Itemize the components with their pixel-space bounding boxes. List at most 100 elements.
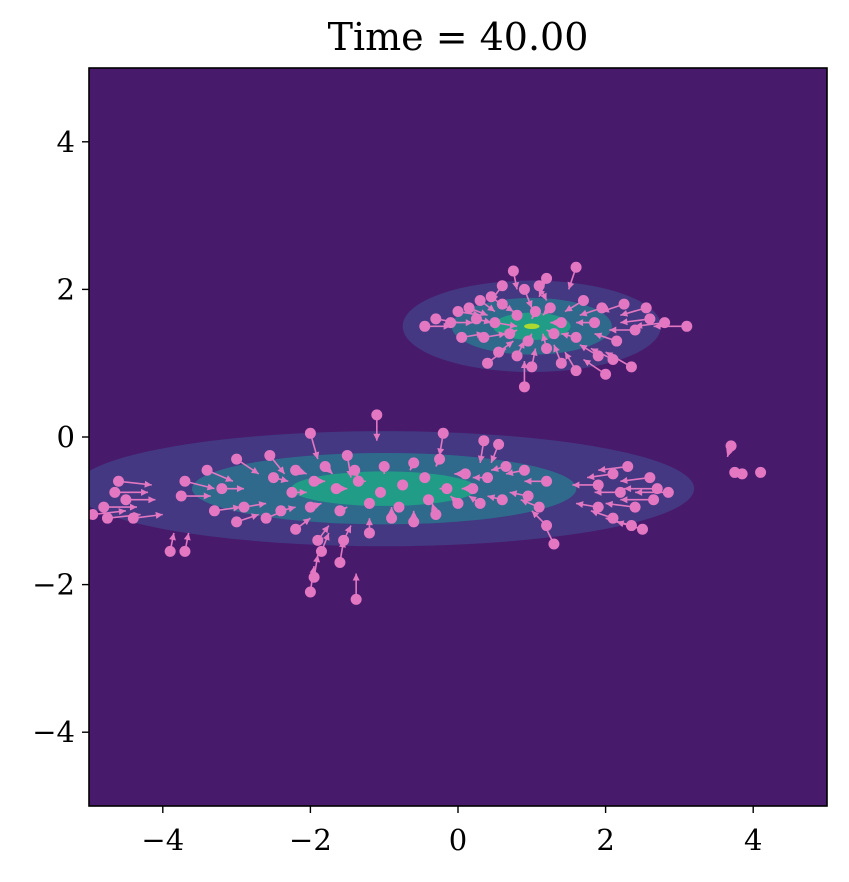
particle-point: [422, 494, 434, 506]
particle-point: [611, 335, 623, 347]
particle-point: [618, 298, 630, 310]
particle-point: [474, 294, 486, 306]
particle-point: [308, 475, 320, 487]
particle-point: [363, 527, 375, 539]
particle-point: [629, 324, 641, 336]
particle-point: [338, 534, 350, 546]
particle-point: [467, 483, 479, 495]
particle-point: [315, 545, 327, 557]
velocity-arrow: [653, 322, 687, 330]
particle-point: [452, 497, 464, 509]
particle-point: [397, 479, 409, 491]
particle-point: [441, 483, 453, 495]
particle-point: [511, 309, 523, 321]
particle-point: [89, 508, 99, 520]
particle-point: [607, 354, 619, 366]
particle-point: [577, 294, 589, 306]
particle-point: [260, 512, 272, 524]
particle-point: [334, 556, 346, 568]
particle-point: [290, 523, 302, 535]
particle-point: [430, 508, 442, 520]
particle-point: [350, 593, 362, 605]
particle-point: [341, 449, 353, 461]
particle-point: [659, 317, 671, 329]
particle-point: [625, 520, 637, 532]
particle-point: [600, 368, 612, 380]
particle-point: [470, 313, 482, 325]
particle-point: [681, 320, 693, 332]
particle-point: [596, 302, 608, 314]
particle-point: [607, 468, 619, 480]
particle-point: [179, 545, 191, 557]
particle-point: [437, 427, 449, 439]
particle-point: [529, 306, 541, 318]
x-tick-label: −4: [141, 823, 184, 857]
particle-point: [592, 350, 604, 362]
particle-point: [363, 497, 375, 509]
particle-point: [456, 331, 468, 343]
velocity-arrow: [114, 488, 149, 496]
particle-point: [286, 486, 298, 498]
particle-point: [544, 302, 556, 314]
particle-point: [386, 512, 398, 524]
particle-point: [625, 361, 637, 373]
particle-point: [109, 486, 121, 498]
particle-point: [648, 494, 660, 506]
contour-level-upper-3: [524, 323, 540, 330]
particle-point: [482, 357, 494, 369]
particle-point: [518, 464, 530, 476]
particle-point: [304, 427, 316, 439]
particle-point: [463, 302, 475, 314]
particle-point: [555, 317, 567, 329]
particle-point: [522, 490, 534, 502]
particle-point: [589, 317, 601, 329]
particle-point: [478, 331, 490, 343]
particle-point: [113, 475, 125, 487]
velocity-arrow: [624, 485, 658, 493]
velocity-arrow: [103, 503, 137, 511]
particle-point: [592, 501, 604, 513]
particle-point: [725, 440, 737, 452]
particle-point: [208, 505, 220, 517]
particle-point: [662, 486, 674, 498]
particle-point: [522, 335, 534, 347]
particle-point: [352, 475, 364, 487]
y-tick-label: −2: [32, 568, 75, 602]
chart-title: Time = 40.00: [328, 15, 589, 59]
particle-point: [430, 313, 442, 325]
particle-point: [201, 464, 213, 476]
velocity-arrow: [92, 508, 126, 516]
particle-point: [290, 464, 302, 476]
particle-point: [393, 501, 405, 513]
particles: [89, 261, 767, 605]
y-tick-label: 4: [57, 125, 75, 159]
particle-point: [640, 302, 652, 314]
particle-point: [629, 501, 641, 513]
particle-point: [548, 538, 560, 550]
particle-point: [541, 272, 553, 284]
x-tick-label: −2: [289, 823, 332, 857]
particle-point: [179, 475, 191, 487]
particle-point: [644, 313, 656, 325]
particle-point: [533, 280, 545, 292]
particle-point: [500, 461, 512, 473]
particle-point: [496, 280, 508, 292]
particle-point: [452, 306, 464, 318]
velocity-arrow: [635, 488, 669, 496]
particle-point: [238, 501, 250, 513]
particle-point: [120, 494, 132, 506]
particle-point: [308, 571, 320, 583]
x-tick-label: 2: [596, 823, 614, 857]
particle-point: [736, 468, 748, 480]
particle-point: [378, 461, 390, 473]
particle-point: [511, 350, 523, 362]
particle-point: [231, 453, 243, 465]
particle-point: [496, 494, 508, 506]
particle-point: [474, 497, 486, 509]
particle-point: [651, 483, 663, 495]
x-tick-label: 0: [449, 823, 467, 857]
particle-point: [518, 381, 530, 393]
particle-point: [459, 468, 471, 480]
particle-point: [349, 464, 361, 476]
particle-point: [175, 490, 187, 502]
